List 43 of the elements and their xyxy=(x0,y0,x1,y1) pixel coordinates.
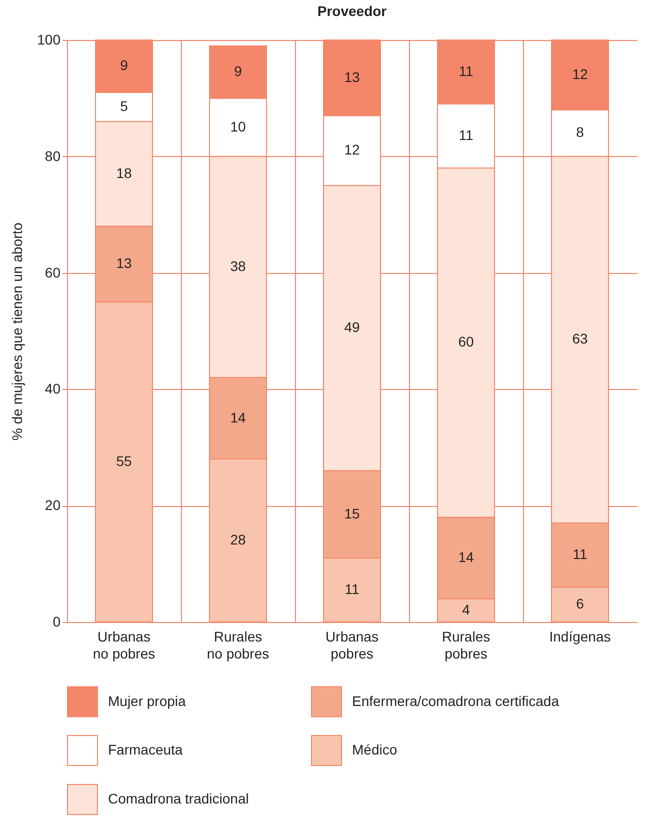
y-tick-label: 100 xyxy=(37,32,61,48)
data-label: 4 xyxy=(462,601,470,618)
data-label: 13 xyxy=(116,255,132,272)
data-label: 15 xyxy=(344,505,360,522)
data-label: 12 xyxy=(344,142,360,158)
data-label: 10 xyxy=(230,118,246,134)
x-tick-label: Urbanas pobres xyxy=(326,628,378,662)
data-label: 55 xyxy=(116,452,132,469)
data-label: 11 xyxy=(344,580,360,597)
data-label: 8 xyxy=(576,124,584,140)
data-label: 9 xyxy=(234,63,242,80)
legend-label: Médico xyxy=(352,742,398,758)
legend-label: Mujer propia xyxy=(108,692,186,709)
data-label: 11 xyxy=(572,546,588,562)
x-tick-label: Urbanas no pobres xyxy=(92,628,156,662)
x-tick-label: Indígenas xyxy=(549,628,611,644)
y-tick-label: 80 xyxy=(44,148,61,164)
data-label: 38 xyxy=(230,258,246,274)
data-label: 13 xyxy=(344,68,360,85)
data-label: 11 xyxy=(458,63,474,80)
x-tick-label: Rurales pobres xyxy=(442,628,490,662)
y-tick-label: 20 xyxy=(44,497,61,514)
legend-label: Farmaceuta xyxy=(108,742,183,758)
y-axis-title: % de mujeres que tienen un aborto xyxy=(9,222,26,440)
data-label: 12 xyxy=(572,66,588,82)
data-label: 14 xyxy=(230,409,246,426)
data-label: 9 xyxy=(120,57,128,74)
y-tick-label: 40 xyxy=(44,380,61,397)
data-label: 14 xyxy=(458,548,474,565)
chart-title: Proveedor xyxy=(317,3,388,19)
data-label: 49 xyxy=(344,319,360,336)
y-tick-label: 60 xyxy=(44,264,61,280)
data-label: 60 xyxy=(458,334,474,350)
legend-label: Enfermera/comadrona certificada xyxy=(352,692,560,709)
data-label: 11 xyxy=(458,127,474,144)
y-tick-label: 0 xyxy=(52,614,61,630)
data-label: 6 xyxy=(576,596,584,612)
data-label: 5 xyxy=(120,98,128,114)
data-label: 28 xyxy=(230,532,246,548)
data-label: 18 xyxy=(116,164,132,181)
x-tick-label: Rurales no pobres xyxy=(206,628,270,662)
legend-label: Comadrona tradicional xyxy=(108,790,249,806)
data-label: 63 xyxy=(572,330,588,347)
